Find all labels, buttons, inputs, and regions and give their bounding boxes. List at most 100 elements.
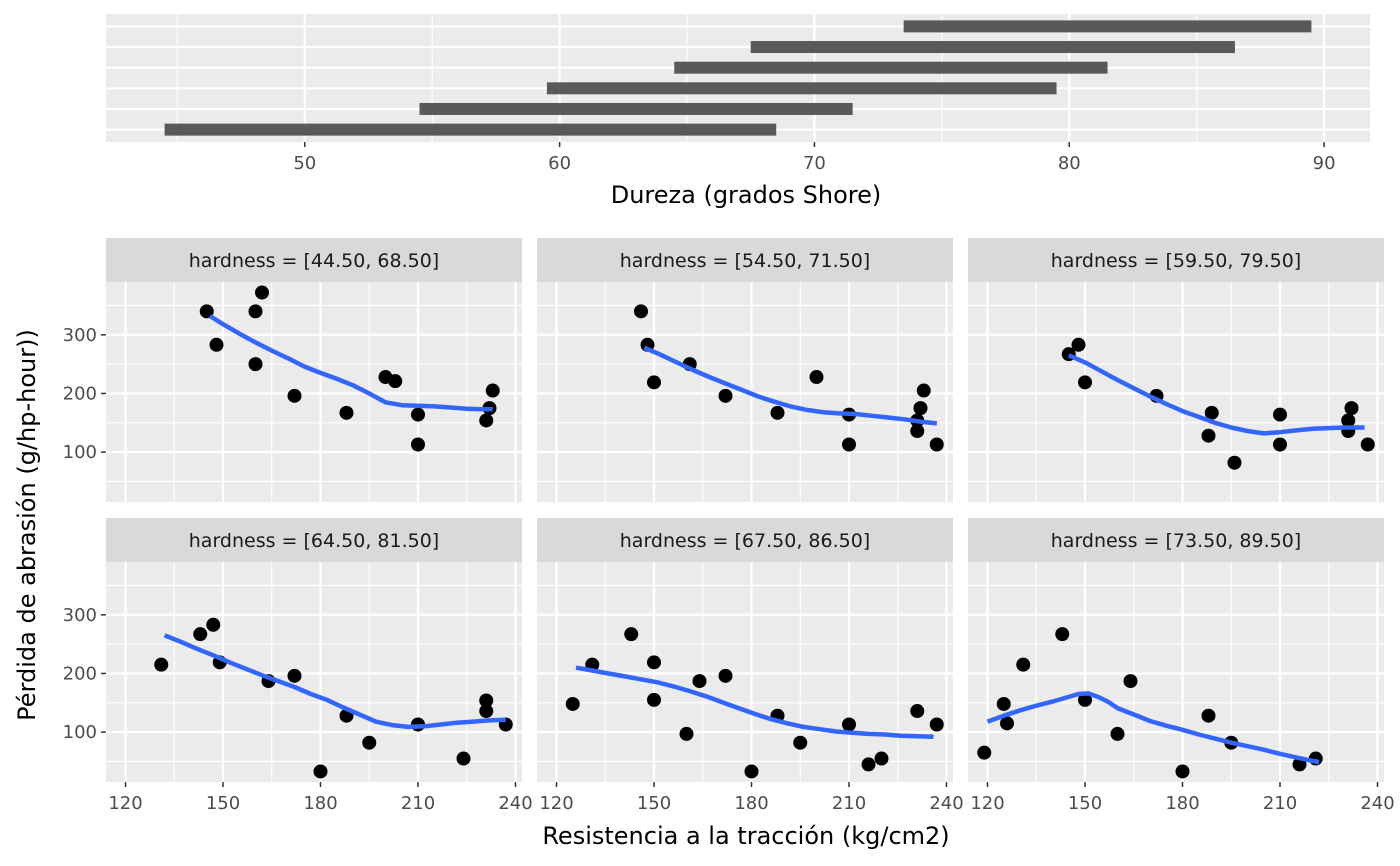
data-point [1078,375,1092,390]
data-point [910,424,925,439]
smooth-line [163,633,506,730]
interval-bar [164,123,777,136]
facet-panel: hardness = [54.50, 71.50] [537,238,953,502]
data-point [199,304,214,319]
data-point [1175,764,1190,779]
smooth-line [575,665,934,740]
facet-strip-label: hardness = [64.50, 81.50] [189,530,439,552]
data-point [842,717,856,732]
facet-panel: hardness = [59.50, 79.50] [968,238,1384,502]
data-point [1227,455,1242,470]
facet-panel-background [968,562,1384,782]
top-x-tick-label: 90 [1313,153,1336,174]
data-point [485,383,500,398]
data-point [193,627,208,642]
data-point [1071,337,1086,352]
data-point [313,764,328,779]
data-point [287,388,302,403]
data-point [209,337,224,352]
facet-panel: hardness = [67.50, 86.50] 120 150 180 210 240 [537,518,964,814]
top-panel-background [106,14,1370,142]
data-point [479,413,494,428]
data-point [809,370,824,385]
top-x-tick-label: 60 [548,153,571,174]
data-point [996,696,1011,711]
data-point [206,617,221,632]
x-tick-label: 120 [970,793,1004,814]
data-point [929,437,944,452]
data-point [916,383,931,398]
y-tick-label: 100 [63,442,97,463]
data-point [1123,674,1138,689]
y-axis-title: Pérdida de abrasión (g/hp-hour)) [13,329,41,721]
interval-bar [903,20,1312,33]
data-point [842,437,856,452]
y-tick-label: 200 [63,663,97,684]
data-point [362,735,377,750]
facet-panel-background [968,282,1384,502]
hardness-intervals-chart: 50 60 70 80 90 [106,14,1370,174]
facet-panel: hardness = [73.50, 89.50] 120 150 180 210 240 [968,518,1395,814]
data-point [411,407,425,422]
facet-strip [106,518,522,562]
interval-bar [419,102,853,115]
interval-bar [546,82,1057,95]
data-point [479,693,494,708]
x-tick-label: 150 [206,793,240,814]
x-tick-label: 210 [1263,793,1297,814]
interval-bar [750,41,1235,54]
data-point [456,751,471,766]
facet-panel: hardness = [64.50, 81.50] 100 200 300 120 150… [63,518,533,814]
top-x-tick-label: 80 [1058,153,1081,174]
smooth-line [643,345,938,426]
facet-panel-background [106,562,522,782]
data-point [647,375,661,390]
bottom-x-axis-title: Resistencia a la tracción (kg/cm2) [542,822,949,850]
facet-strip-label: hardness = [67.50, 86.50] [620,530,870,552]
data-point [1000,716,1014,731]
facet-strip [537,238,953,282]
data-point [1344,401,1359,416]
facet-strip [537,518,953,562]
data-point [679,726,694,741]
data-point [1273,407,1287,422]
top-x-tick-label: 70 [803,153,826,174]
data-point [718,388,733,403]
facet-panels: hardness = [44.50, 68.50]100200300hardne… [63,238,1395,814]
data-point [479,704,494,719]
data-point [1016,657,1031,672]
interval-bar [674,61,1108,74]
data-point [287,668,302,683]
x-tick-label: 180 [303,793,337,814]
data-point [1204,405,1219,420]
data-point [411,437,425,452]
data-point [929,717,944,732]
data-point [1201,428,1216,443]
x-tick-label: 180 [1165,793,1199,814]
data-point [154,657,169,672]
data-point [1273,437,1287,452]
facet-strip-label: hardness = [73.50, 89.50] [1051,530,1301,552]
x-tick-label: 120 [539,793,573,814]
data-point [255,285,269,300]
data-point [718,668,733,683]
x-tick-label: 240 [1360,793,1394,814]
facet-strip [106,238,522,282]
y-tick-label: 300 [63,325,97,346]
x-tick-label: 150 [1068,793,1102,814]
data-point [977,745,992,760]
data-point [874,751,889,766]
top-x-axis-title: Dureza (grados Shore) [611,181,882,209]
data-point [861,757,876,772]
data-point [770,405,785,420]
data-point [339,405,354,420]
x-tick-label: 210 [832,793,866,814]
smooth-line [986,691,1320,765]
top-x-tick-label: 50 [293,153,316,174]
data-point [248,357,263,372]
facet-strip [968,518,1384,562]
facet-strip [968,238,1384,282]
data-point [647,692,661,707]
x-tick-label: 210 [401,793,435,814]
x-tick-label: 120 [108,793,142,814]
